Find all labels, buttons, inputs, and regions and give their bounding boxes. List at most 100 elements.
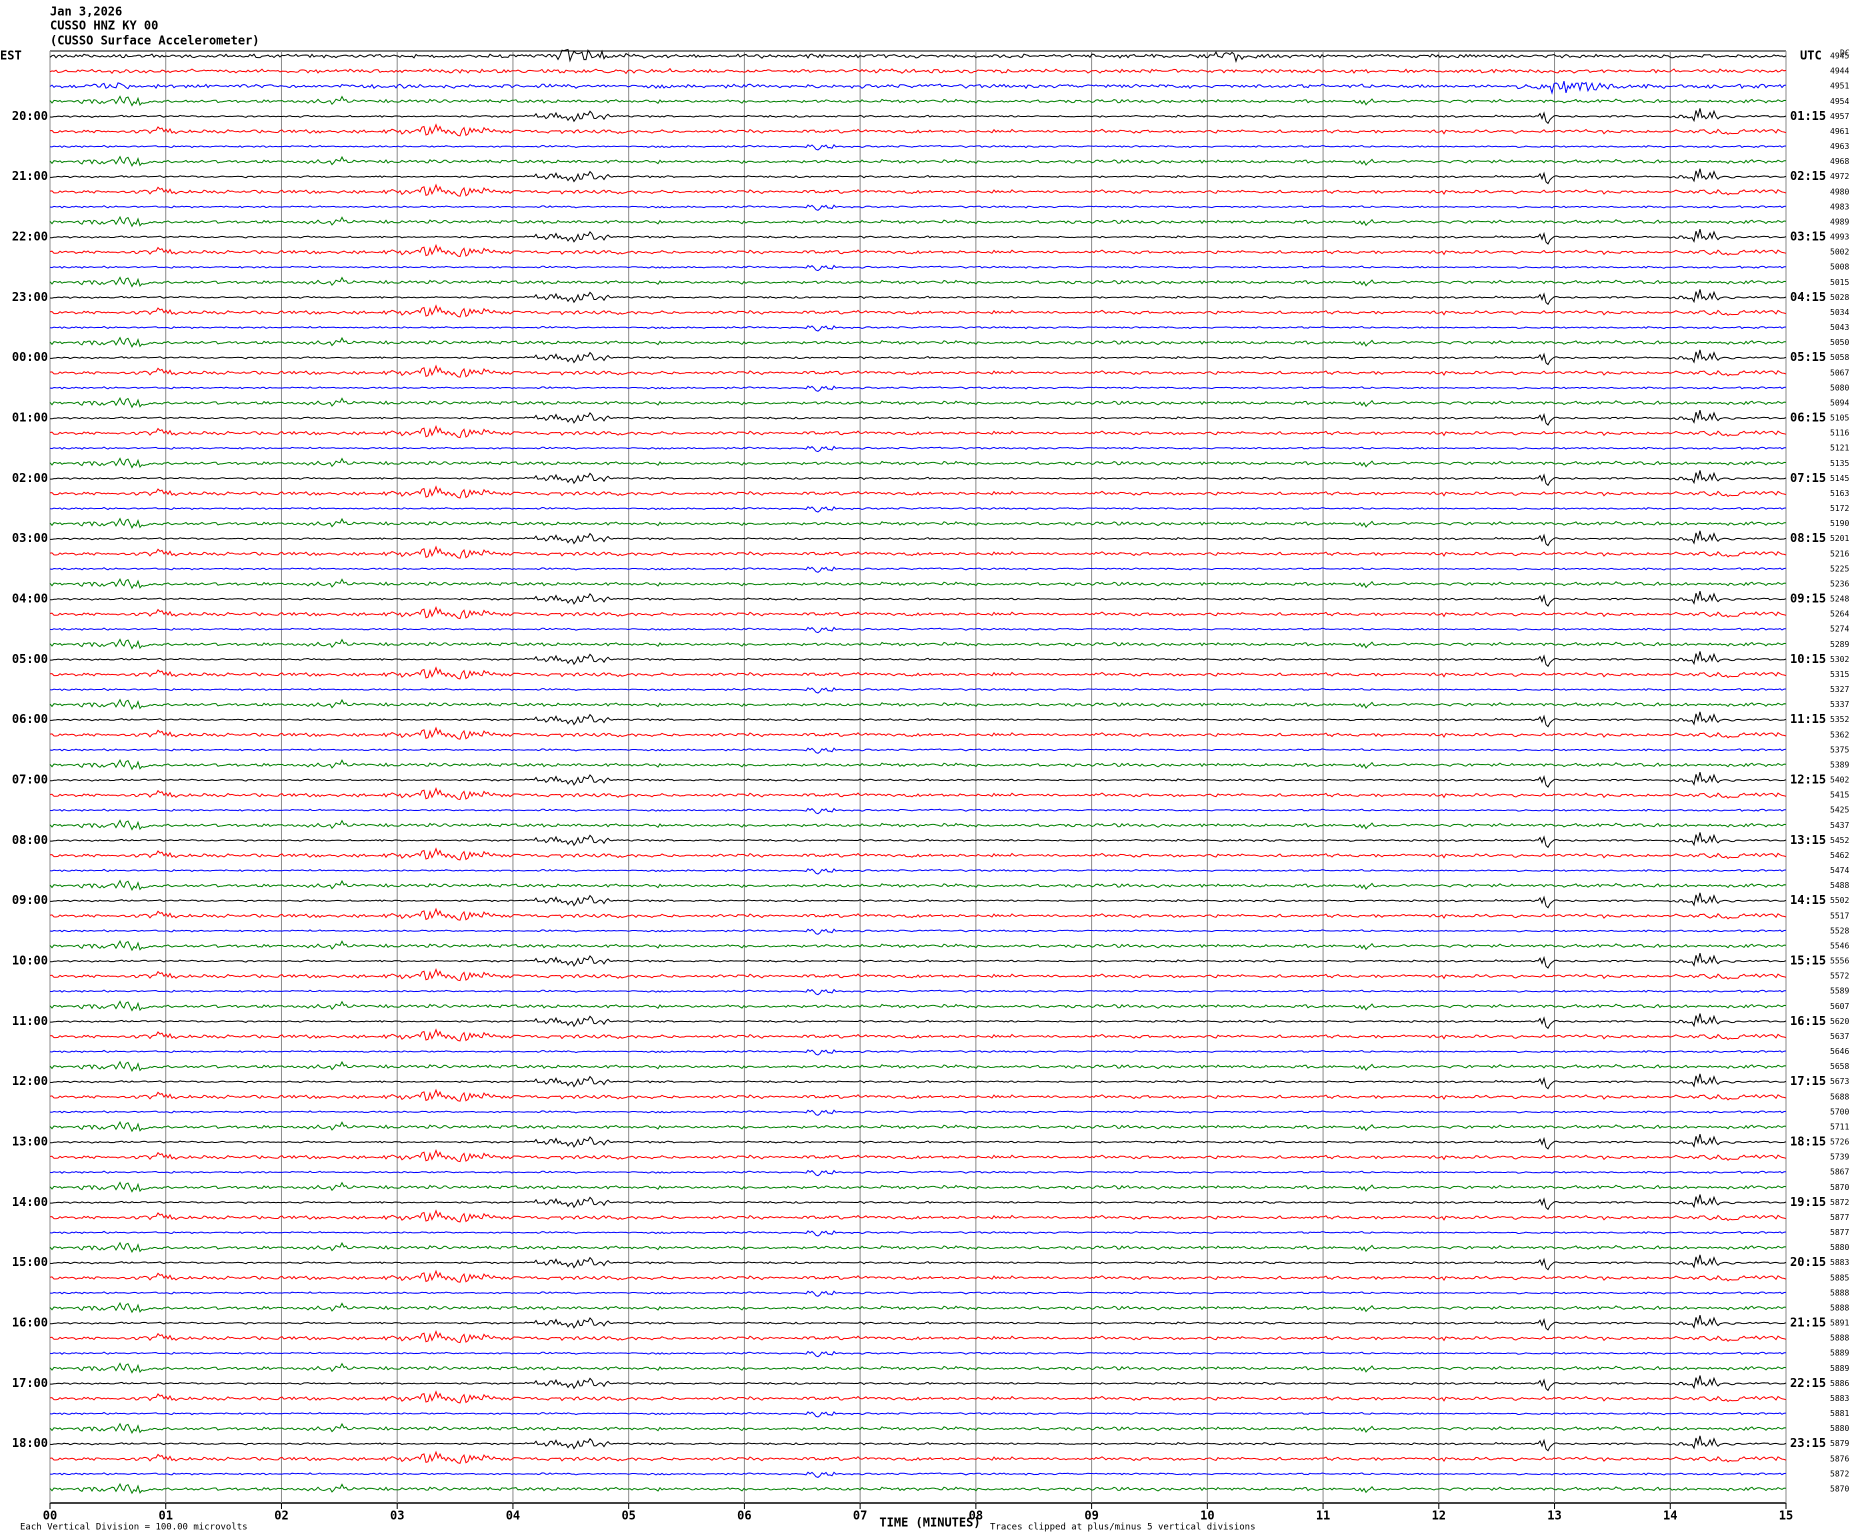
trace: [49, 445, 1787, 453]
left-time-label: 03:00: [12, 531, 48, 545]
trace-label: 4993: [1830, 233, 1849, 242]
trace-label: 5437: [1830, 821, 1849, 830]
trace-label: 5673: [1830, 1077, 1849, 1086]
trace-label: 5236: [1830, 579, 1849, 588]
x-tick-label: 02: [274, 1509, 288, 1523]
right-time-label: 01:15: [1790, 109, 1826, 123]
trace-label: 5474: [1830, 866, 1849, 875]
left-time-label: 06:00: [12, 712, 48, 726]
trace-label: 4951: [1830, 82, 1849, 91]
left-time-label: 08:00: [12, 833, 48, 847]
right-time-label: 22:15: [1790, 1376, 1826, 1390]
right-time-label: 23:15: [1790, 1436, 1826, 1450]
right-time-label: 15:15: [1790, 954, 1826, 968]
trace: [49, 1301, 1787, 1314]
trace: [49, 786, 1787, 801]
right-time-label: 12:15: [1790, 773, 1826, 787]
trace-label: 5327: [1830, 685, 1849, 694]
trace: [49, 1209, 1787, 1223]
trace-label: 5389: [1830, 760, 1849, 769]
trace: [49, 457, 1787, 469]
trace-label: 5362: [1830, 730, 1849, 739]
trace: [49, 304, 1787, 318]
trace-label: 5886: [1830, 1379, 1849, 1388]
trace: [50, 952, 1787, 969]
trace-label: 5105: [1830, 414, 1849, 423]
trace-label: 4968: [1830, 157, 1849, 166]
trace-label: 5402: [1830, 776, 1849, 785]
x-tick-label: 15: [1779, 1509, 1793, 1523]
trace: [50, 892, 1787, 909]
trace-label: 5116: [1830, 429, 1849, 438]
trace-label: 5891: [1830, 1319, 1849, 1328]
trace: [49, 1230, 1787, 1237]
trace: [49, 605, 1787, 620]
trace-label: 5034: [1830, 308, 1849, 317]
trace: [49, 638, 1787, 650]
trace-label: 5883: [1830, 1258, 1849, 1267]
trace: [49, 566, 1787, 573]
x-axis-title: TIME (MINUTES): [879, 1516, 980, 1530]
trace: [49, 48, 1787, 63]
trace: [50, 530, 1787, 547]
trace: [50, 651, 1787, 668]
trace-label: 5145: [1830, 474, 1849, 483]
trace: [50, 1194, 1787, 1211]
right-time-label: 20:15: [1790, 1255, 1826, 1269]
trace: [49, 847, 1787, 861]
trace-label: 5274: [1830, 625, 1849, 634]
trace-label: 5008: [1830, 263, 1849, 272]
trace-label: 5688: [1830, 1092, 1849, 1101]
trace: [49, 1000, 1787, 1012]
trace: [49, 1390, 1787, 1404]
trace: [49, 183, 1787, 197]
trace: [50, 470, 1787, 487]
left-time-label: 23:00: [12, 290, 48, 304]
trace-label: 5452: [1830, 836, 1849, 845]
trace-label: 5002: [1830, 248, 1849, 257]
trace: [49, 155, 1787, 167]
right-zone: UTC: [1800, 49, 1822, 63]
trace-label: 5067: [1830, 368, 1849, 377]
trace-label: 5058: [1830, 353, 1849, 362]
trace: [49, 1482, 1787, 1495]
trace-label: 5870: [1830, 1183, 1849, 1192]
x-tick-label: 06: [737, 1509, 751, 1523]
trace: [49, 868, 1787, 875]
trace-label: 5375: [1830, 745, 1849, 754]
trace: [50, 349, 1787, 366]
trace-label: 5172: [1830, 504, 1849, 513]
trace-label: 5589: [1830, 987, 1849, 996]
x-tick-label: 10: [1200, 1509, 1214, 1523]
right-time-label: 02:15: [1790, 169, 1826, 183]
trace: [49, 747, 1787, 754]
left-time-label: 07:00: [12, 773, 48, 787]
right-time-label: 09:15: [1790, 592, 1826, 606]
trace-label: 5190: [1830, 519, 1849, 528]
x-tick-label: 09: [1084, 1509, 1098, 1523]
right-time-label: 17:15: [1790, 1074, 1826, 1088]
trace: [49, 80, 1787, 95]
trace-label: 5872: [1830, 1469, 1849, 1478]
trace: [49, 1269, 1787, 1283]
x-tick-label: 13: [1547, 1509, 1561, 1523]
left-time-label: 14:00: [12, 1195, 48, 1209]
left-time-label: 12:00: [12, 1074, 48, 1088]
trace-label: 5289: [1830, 640, 1849, 649]
trace-label: 5121: [1830, 444, 1849, 453]
trace-label: 5425: [1830, 806, 1849, 815]
trace-label: 5043: [1830, 323, 1849, 332]
right-time-label: 06:15: [1790, 411, 1826, 425]
header-line: Jan 3,2026: [50, 5, 122, 19]
trace-label: 4957: [1830, 112, 1849, 121]
trace-label: 5888: [1830, 1334, 1849, 1343]
trace: [49, 879, 1787, 892]
trace-label: 5302: [1830, 655, 1849, 664]
trace: [49, 143, 1787, 151]
footnote: Traces clipped at plus/minus 5 vertical …: [990, 1523, 1256, 1533]
left-time-label: 15:00: [12, 1255, 48, 1269]
trace: [49, 108, 1787, 125]
trace: [49, 666, 1787, 680]
header-line: (CUSSO Surface Accelerometer): [50, 34, 260, 48]
trace-label: 5015: [1830, 278, 1849, 287]
